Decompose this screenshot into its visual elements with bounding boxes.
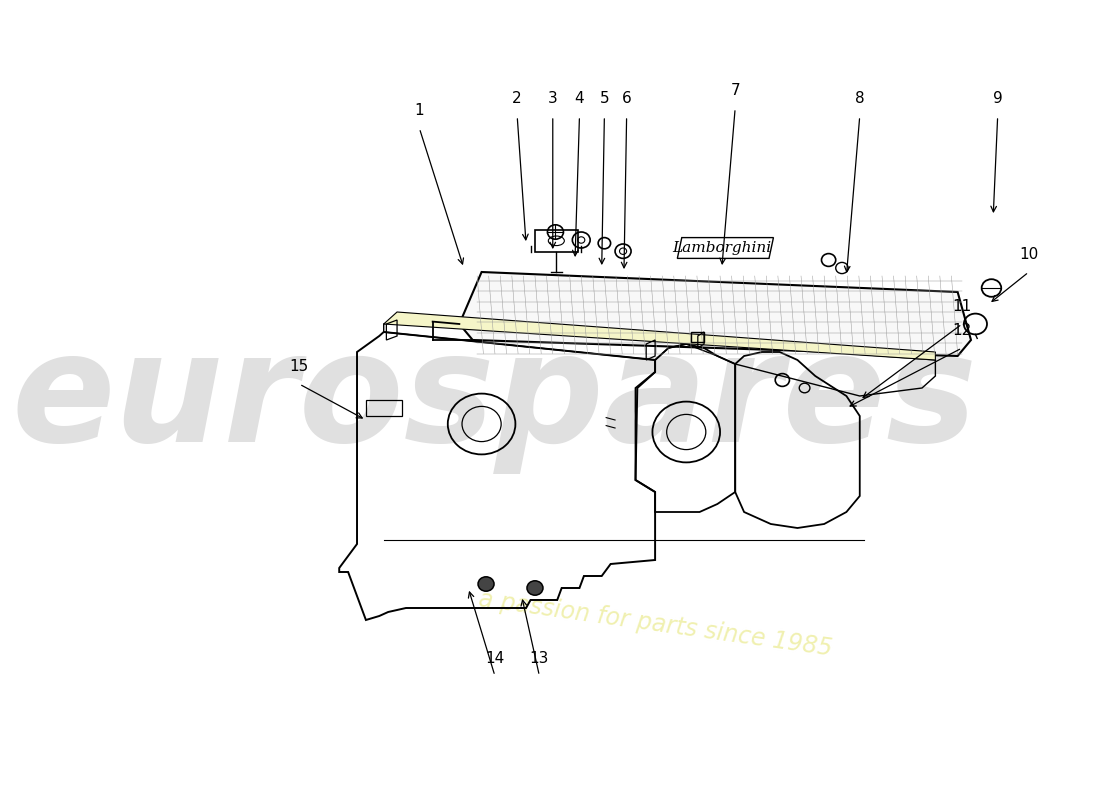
Polygon shape	[384, 312, 935, 360]
Text: 11: 11	[953, 299, 971, 314]
Text: 9: 9	[993, 91, 1002, 106]
Text: eurospares: eurospares	[12, 326, 978, 474]
Text: 13: 13	[530, 651, 549, 666]
Text: 15: 15	[289, 359, 309, 374]
Text: 10: 10	[1020, 247, 1038, 262]
Text: 8: 8	[855, 91, 865, 106]
Text: 14: 14	[485, 651, 505, 666]
Text: 7: 7	[730, 83, 740, 98]
Text: 2: 2	[513, 91, 522, 106]
Text: a passion for parts since 1985: a passion for parts since 1985	[476, 587, 834, 661]
Text: 3: 3	[548, 91, 558, 106]
Text: 6: 6	[621, 91, 631, 106]
Text: Lamborghini: Lamborghini	[672, 241, 771, 255]
Text: 1: 1	[415, 103, 425, 118]
Text: 12: 12	[953, 323, 971, 338]
Circle shape	[527, 581, 543, 595]
Text: 5: 5	[600, 91, 609, 106]
Polygon shape	[460, 272, 971, 356]
Circle shape	[478, 577, 494, 591]
Text: 4: 4	[574, 91, 584, 106]
